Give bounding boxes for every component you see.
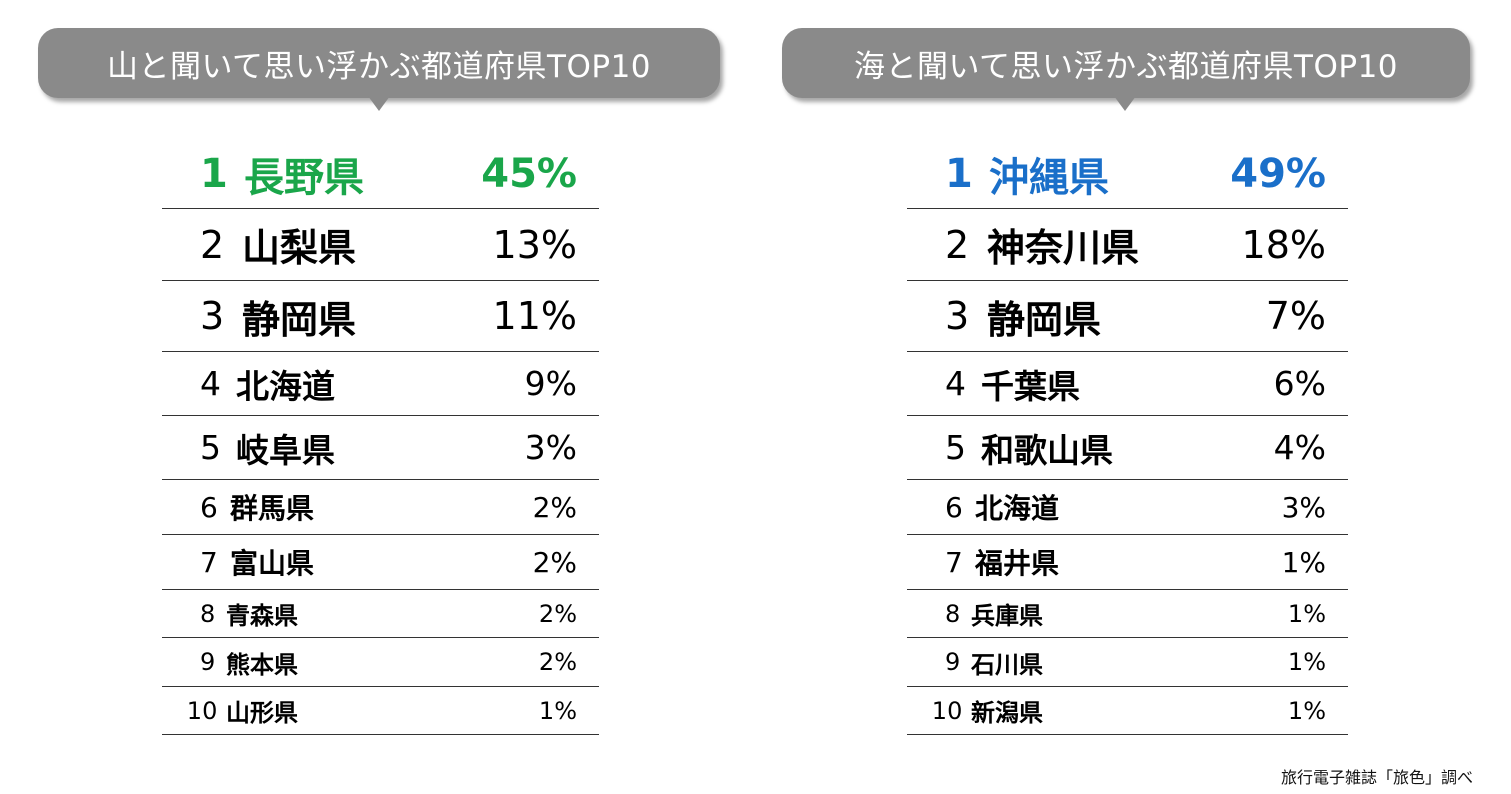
ranking-row: 6 北海道 3%	[907, 480, 1348, 535]
percent-value: 2%	[532, 490, 577, 524]
rank-number: 7	[945, 545, 963, 579]
ranking-row: 2 山梨県 13%	[162, 209, 599, 281]
ranking-row: 10 新潟県 1%	[907, 687, 1348, 735]
ranking-row: 5 岐阜県 3%	[162, 416, 599, 480]
rank-number: 1	[945, 151, 973, 197]
ranking-row: 4 千葉県 6%	[907, 352, 1348, 416]
ranking-row: 5 和歌山県 4%	[907, 416, 1348, 480]
percent-value: 1%	[1287, 599, 1326, 628]
sea-title: 海と聞いて思い浮かぶ都道府県TOP10	[853, 48, 1399, 85]
prefecture-name: 山梨県	[242, 226, 357, 270]
prefecture-name: 石川県	[971, 650, 1043, 679]
rank-number: 8	[945, 599, 961, 628]
percent-value: 1%	[538, 696, 577, 725]
rank-number: 6	[945, 490, 963, 524]
ranking-row: 2 神奈川県 18%	[907, 209, 1348, 281]
rank-number: 9	[200, 648, 216, 676]
ranking-row: 7 富山県 2%	[162, 535, 599, 590]
rank-number: 1	[200, 151, 228, 197]
prefecture-name: 千葉県	[981, 366, 1080, 406]
percent-value: 7%	[1265, 294, 1326, 338]
prefecture-name: 和歌山県	[981, 430, 1113, 470]
rank-number: 5	[945, 428, 966, 467]
prefecture-name: 静岡県	[987, 297, 1102, 342]
prefecture-name: 山形県	[226, 699, 298, 727]
ranking-row: 8 兵庫県 1%	[907, 590, 1348, 638]
ranking-row: 8 青森県 2%	[162, 590, 599, 638]
sea-title-bubble: 海と聞いて思い浮かぶ都道府県TOP10	[782, 28, 1470, 98]
ranking-row: 10 山形県 1%	[162, 687, 599, 735]
rank-number: 8	[200, 599, 216, 628]
mountain-ranking-table: 1 長野県 45% 2 山梨県 13% 3 静岡県 11% 4 北海道 9% 5 岐阜県 3% 6 群馬県 2% 7…	[162, 140, 599, 735]
prefecture-name: 兵庫県	[971, 602, 1043, 630]
percent-value: 4%	[1273, 428, 1326, 467]
rank-number: 10	[931, 696, 963, 725]
rank-number: 5	[200, 428, 221, 467]
mountain-bubble-tail	[368, 96, 390, 111]
ranking-row: 4 北海道 9%	[162, 352, 599, 416]
percent-value: 9%	[524, 364, 577, 403]
ranking-row: 1 長野県 45%	[162, 140, 599, 209]
prefecture-name: 青森県	[226, 602, 298, 630]
rank-number: 10	[186, 696, 218, 725]
prefecture-name: 熊本県	[226, 650, 298, 679]
prefecture-name: 新潟県	[971, 699, 1043, 727]
mountain-title: 山と聞いて思い浮かぶ都道府県TOP10	[106, 48, 652, 85]
prefecture-name: 静岡県	[242, 297, 357, 342]
rank-number: 4	[200, 364, 221, 403]
source-note: 旅行電子雑誌「旅色」調べ	[1280, 768, 1473, 787]
percent-value: 1%	[1281, 545, 1326, 579]
percent-value: 45%	[481, 151, 577, 197]
ranking-row: 3 静岡県 11%	[162, 281, 599, 352]
sea-bubble-tail	[1114, 96, 1136, 111]
rank-number: 3	[945, 294, 970, 338]
rank-number: 4	[945, 364, 966, 403]
ranking-row: 1 沖縄県 49%	[907, 140, 1348, 209]
prefecture-name: 群馬県	[230, 492, 315, 525]
percent-value: 2%	[538, 648, 577, 676]
rank-number: 2	[945, 222, 970, 267]
prefecture-name: 神奈川県	[987, 226, 1140, 270]
prefecture-name: 福井県	[975, 547, 1060, 580]
rank-number: 7	[200, 545, 218, 579]
ranking-row: 3 静岡県 7%	[907, 281, 1348, 352]
ranking-row: 9 熊本県 2%	[162, 638, 599, 687]
percent-value: 49%	[1230, 151, 1326, 197]
percent-value: 6%	[1273, 364, 1326, 403]
percent-value: 2%	[538, 599, 577, 628]
prefecture-name: 富山県	[230, 547, 315, 580]
prefecture-name: 岐阜県	[236, 430, 335, 470]
percent-value: 13%	[492, 222, 577, 267]
percent-value: 18%	[1241, 222, 1326, 267]
ranking-row: 9 石川県 1%	[907, 638, 1348, 687]
mountain-ranking-panel: 山と聞いて思い浮かぶ都道府県TOP10 1 長野県 45% 2 山梨県 13% 3 静岡県 11…	[38, 0, 738, 794]
percent-value: 2%	[532, 545, 577, 579]
prefecture-name: 北海道	[975, 492, 1060, 525]
percent-value: 1%	[1287, 648, 1326, 676]
percent-value: 3%	[1281, 490, 1326, 524]
ranking-row: 7 福井県 1%	[907, 535, 1348, 590]
ranking-row: 6 群馬県 2%	[162, 480, 599, 535]
rank-number: 6	[200, 490, 218, 524]
rank-number: 3	[200, 294, 225, 338]
sea-ranking-panel: 海と聞いて思い浮かぶ都道府県TOP10 1 沖縄県 49% 2 神奈川県 18% 3 静岡県 7…	[782, 0, 1482, 794]
prefecture-name: 北海道	[236, 366, 335, 406]
sea-ranking-table: 1 沖縄県 49% 2 神奈川県 18% 3 静岡県 7% 4 千葉県 6% 5 和歌山県 4% 6 北海道 3%…	[907, 140, 1348, 735]
percent-value: 11%	[492, 294, 577, 338]
rank-number: 9	[945, 648, 961, 676]
prefecture-name: 長野県	[244, 155, 364, 201]
percent-value: 3%	[524, 428, 577, 467]
rank-number: 2	[200, 222, 225, 267]
prefecture-name: 沖縄県	[989, 155, 1109, 201]
percent-value: 1%	[1287, 696, 1326, 725]
mountain-title-bubble: 山と聞いて思い浮かぶ都道府県TOP10	[38, 28, 720, 98]
